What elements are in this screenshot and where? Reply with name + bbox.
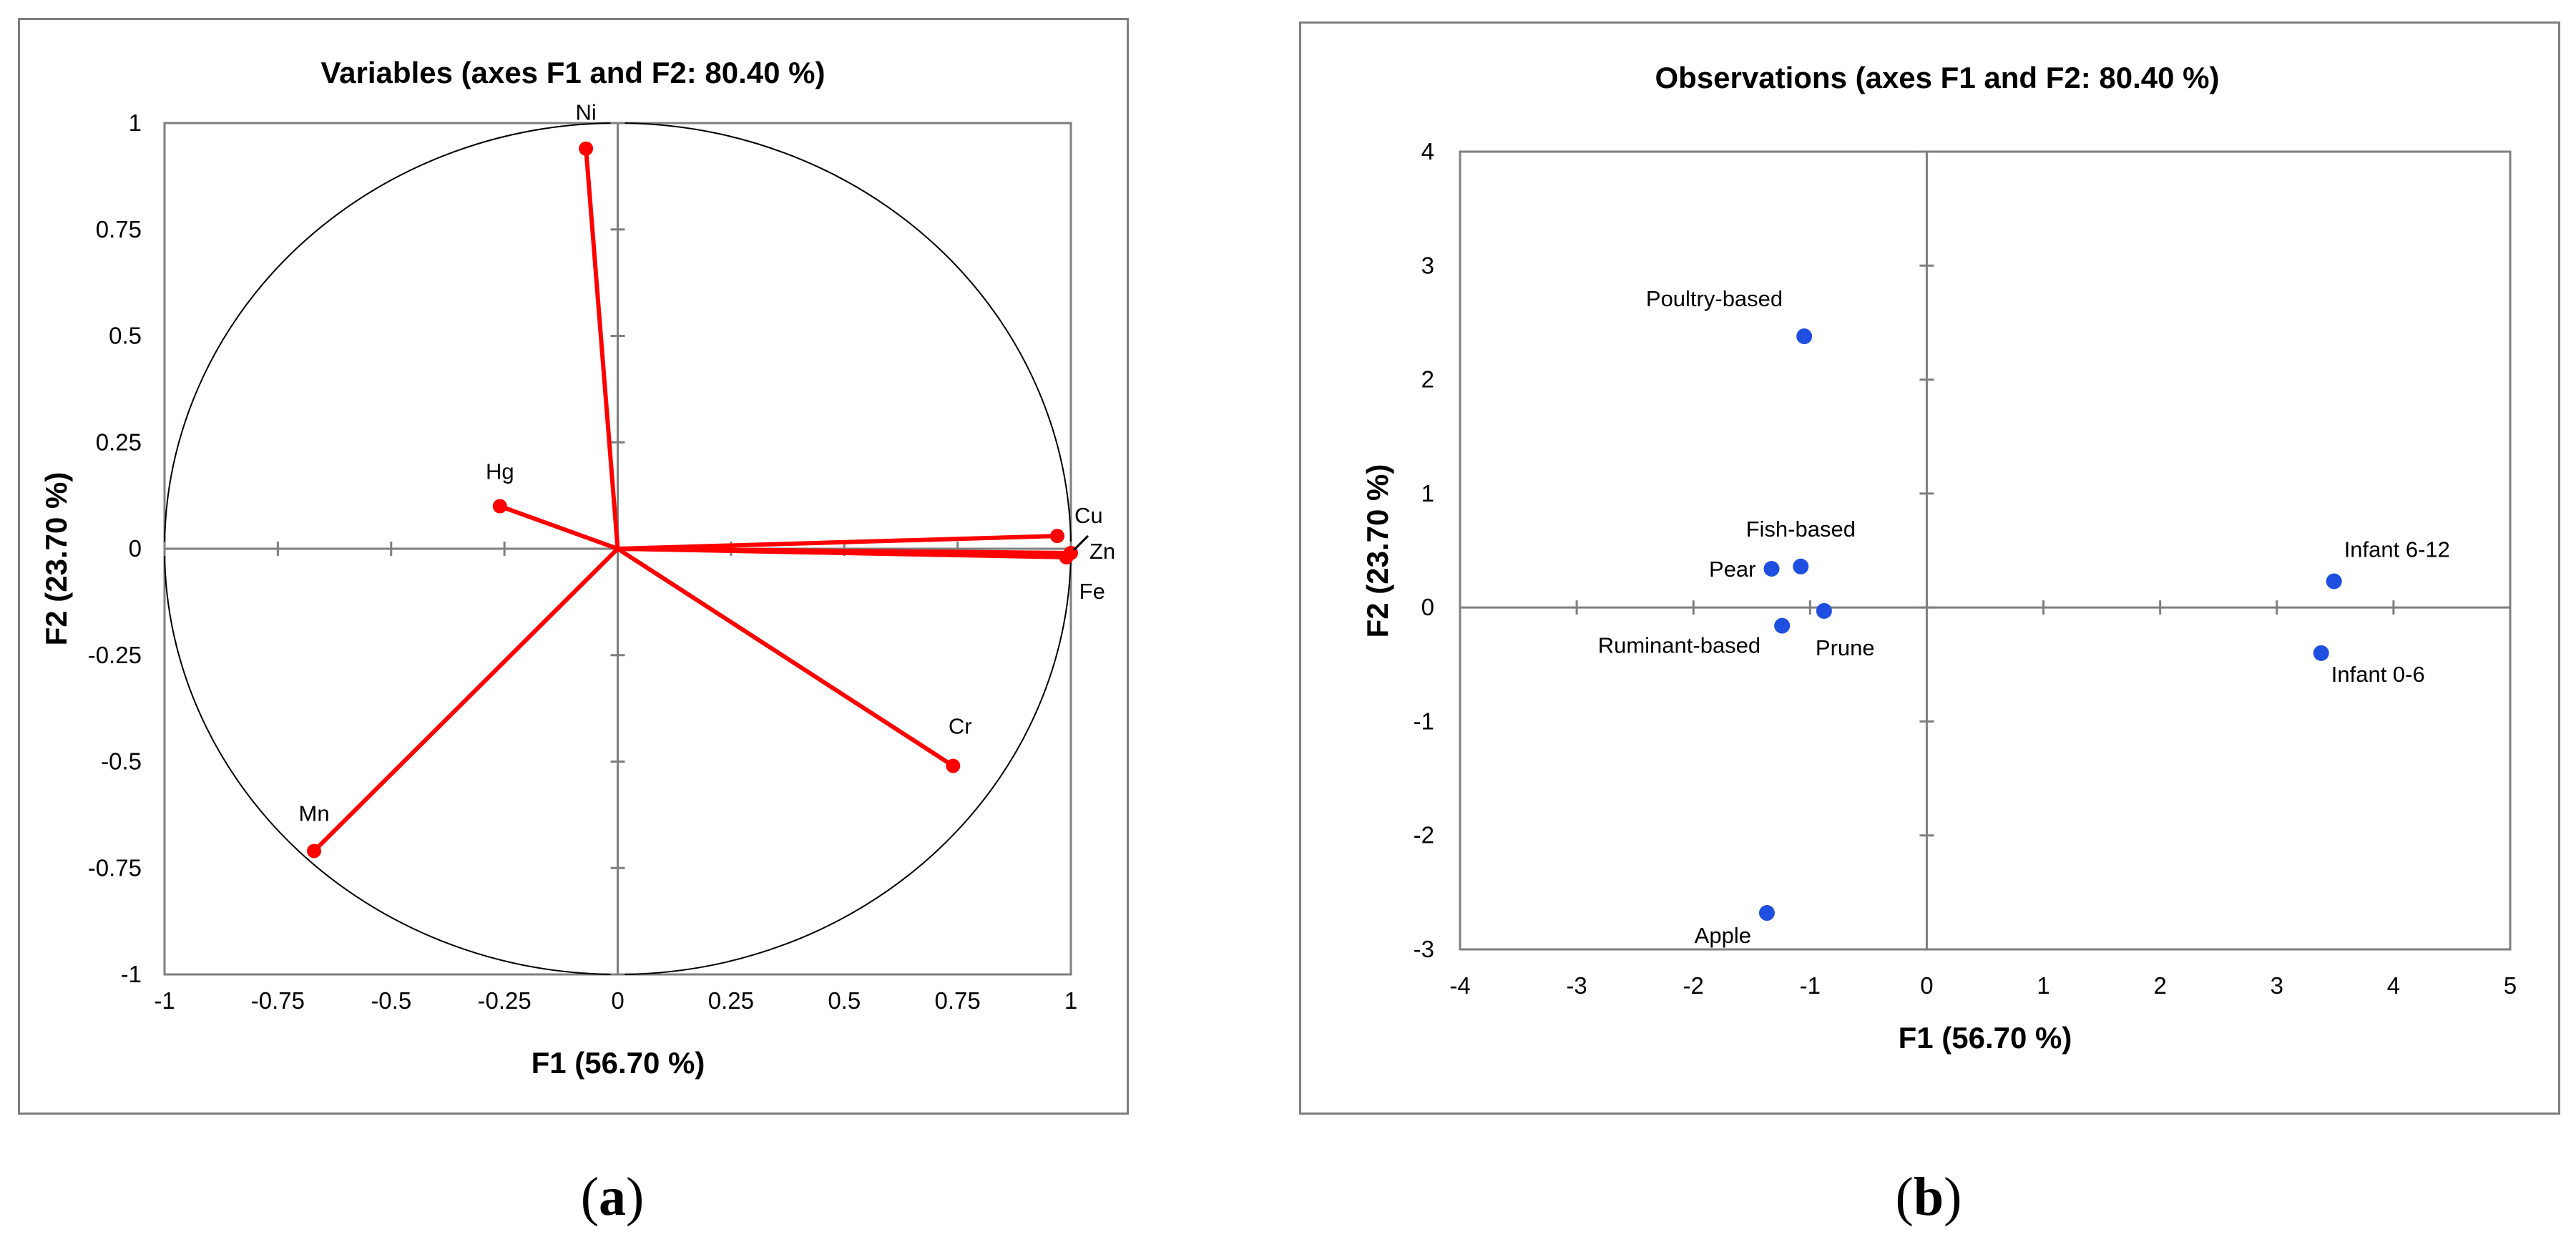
- chart-b-y-tick-label: 4: [1421, 138, 1434, 165]
- vector-cu: [617, 534, 1058, 551]
- chart-b-y-tick-label: -3: [1414, 936, 1434, 962]
- chart-b-y-tick-label: 0: [1421, 594, 1434, 620]
- chart-a-y-tick-label: -0.25: [88, 642, 142, 668]
- chart-a-x-tick-label: 0.5: [828, 987, 861, 1014]
- chart-b-y-tick-label: -2: [1414, 822, 1434, 849]
- point-fe: [1059, 549, 1074, 564]
- label-mn: Mn: [299, 801, 330, 826]
- chart-a-x-tick-label: 0.25: [708, 987, 754, 1014]
- vector-hg: [499, 504, 619, 551]
- chart-a-x-tick-label: 0: [611, 987, 624, 1014]
- chart-b-x-tick-label: 2: [2153, 972, 2166, 999]
- point-cu: [1049, 529, 1064, 544]
- panel-a-correlation-circle: Variables (axes F1 and F2: 80.40 %) F1 (…: [39, 56, 1115, 1080]
- chart-b-x-tick-label: -1: [1800, 972, 1821, 999]
- chart-b-y-tick-label: -1: [1414, 708, 1434, 734]
- vector-fe: [617, 547, 1067, 559]
- chart-a-y-tick-label: -1: [121, 961, 142, 987]
- vector-mn: [312, 547, 619, 853]
- chart-b-x-tick-label: 5: [2504, 972, 2517, 999]
- point-ni: [579, 141, 594, 156]
- chart-b-x-tick-label: -4: [1449, 972, 1470, 999]
- label-prune: Prune: [1816, 635, 1875, 660]
- observation-ruminant-based: [1774, 617, 1791, 634]
- chart-a-x-tick-label: 1: [1064, 987, 1077, 1014]
- chart-a-plot-area: -1 -0.75 -0.5 -0.25 0 0.25 0.5 0.75 1 -1 -0.75 -0.5…: [88, 100, 1115, 1014]
- chart-a-y-tick-label: -0.5: [101, 748, 142, 775]
- vector-cr: [616, 547, 954, 768]
- observation-poultry-based: [1796, 328, 1813, 345]
- label-cu: Cu: [1074, 503, 1103, 528]
- chart-b-y-tick-label: 2: [1421, 366, 1434, 393]
- chart-a-y-tick-label: -0.75: [88, 854, 142, 881]
- label-poultry-based: Poultry-based: [1646, 286, 1783, 311]
- chart-a-y-tick-label: 1: [129, 109, 142, 136]
- chart-b-x-tick-label: -2: [1683, 972, 1704, 999]
- chart-a-ylabel: F2 (23.70 %): [39, 472, 73, 646]
- label-infant-6-12: Infant 6-12: [2344, 537, 2450, 562]
- observation-pear: [1763, 560, 1780, 577]
- panel-a-caption: (a): [580, 1167, 645, 1227]
- observation-infant-0-6: [2313, 645, 2329, 661]
- point-mn: [307, 844, 322, 859]
- chart-b-x-tick-label: 0: [1920, 972, 1933, 999]
- chart-a-y-tick-label: 0: [129, 535, 142, 562]
- label-hg: Hg: [486, 459, 514, 484]
- label-ni: Ni: [576, 100, 597, 125]
- panel-b-frame: [1299, 21, 2560, 1115]
- chart-a-xlabel: F1 (56.70 %): [532, 1046, 705, 1080]
- observation-infant-6-12: [2326, 573, 2342, 590]
- label-fish-based: Fish-based: [1746, 517, 1856, 542]
- chart-a-title: Variables (axes F1 and F2: 80.40 %): [320, 56, 825, 89]
- chart-b-ylabel: F2 (23.70 %): [1361, 464, 1394, 638]
- chart-b-xlabel: F1 (56.70 %): [1899, 1021, 2072, 1055]
- chart-b-x-tick-label: 3: [2271, 972, 2283, 999]
- label-pear: Pear: [1709, 557, 1755, 582]
- observation-prune: [1816, 602, 1832, 619]
- chart-b-plot-area: -4 -3 -2 -1 0 1 2 3 4 5 -3 -2 -1 0 1 2 3 4 Poultry-based Fi…: [1414, 138, 2517, 999]
- label-zn: Zn: [1089, 539, 1115, 564]
- label-apple: Apple: [1695, 923, 1751, 948]
- panel-a-frame: [18, 18, 1129, 1115]
- chart-b-y-tick-label: 3: [1421, 252, 1434, 278]
- chart-a-x-tick-label: -0.75: [251, 987, 305, 1014]
- label-cr: Cr: [949, 713, 972, 738]
- chart-a-y-tick-label: 0.25: [96, 429, 142, 455]
- zn-leader-line: [1072, 534, 1089, 552]
- chart-a-x-tick-label: -0.5: [371, 987, 411, 1014]
- label-infant-0-6: Infant 0-6: [2331, 662, 2425, 687]
- point-cr: [946, 758, 961, 773]
- chart-b-x-tick-label: 1: [2037, 972, 2049, 999]
- chart-a-x-tick-label: -0.25: [478, 987, 532, 1014]
- chart-b-plot-border: [1459, 150, 2512, 951]
- observation-apple: [1758, 905, 1775, 921]
- label-ruminant-based: Ruminant-based: [1598, 633, 1760, 658]
- chart-b-x-tick-label: 4: [2387, 972, 2400, 999]
- chart-a-y-tick-label: 0.5: [109, 323, 142, 349]
- vector-ni: [584, 148, 620, 549]
- chart-a-y-tick-label: 0.75: [96, 216, 142, 243]
- panel-b-observations: Observations (axes F1 and F2: 80.40 %) F…: [1361, 61, 2517, 1055]
- label-fe: Fe: [1079, 579, 1105, 604]
- chart-a-x-tick-label: -1: [154, 987, 175, 1014]
- panel-b-caption: (b): [1895, 1167, 1962, 1227]
- chart-b-x-tick-label: -3: [1566, 972, 1587, 999]
- chart-a-x-tick-label: 0.75: [935, 987, 981, 1014]
- chart-b-title: Observations (axes F1 and F2: 80.40 %): [1655, 61, 2220, 94]
- chart-b-y-tick-label: 1: [1421, 480, 1434, 507]
- observation-fish-based: [1793, 558, 1809, 574]
- point-hg: [492, 499, 507, 514]
